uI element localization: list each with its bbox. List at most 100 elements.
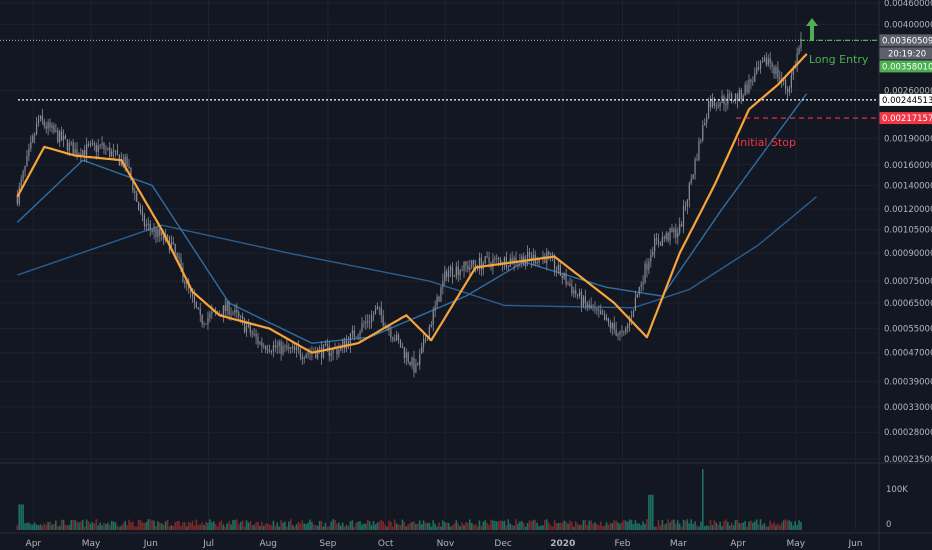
candle-body (555, 270, 558, 271)
month-label: Oct (378, 539, 394, 549)
candle-body (347, 341, 350, 346)
volume-bar (212, 521, 215, 530)
price-levels: 0.0036050920:19:200.003580100.002445130.… (0, 34, 932, 125)
candle-body (451, 267, 454, 277)
candle-body (22, 171, 24, 180)
volume-bar (141, 522, 144, 530)
volume-bar (293, 526, 296, 530)
time-axis[interactable]: Apr May Jun Jul Aug Sep Oct Nov Dec 2020 Feb Mar Apr… (26, 539, 863, 549)
candle-body (532, 254, 534, 261)
volume-bar (166, 519, 169, 530)
candle-body (752, 81, 754, 83)
candle-body (388, 327, 390, 330)
volume-bar (769, 520, 771, 530)
candle-body (282, 345, 284, 355)
annotations: Long Entry Initial Stop (737, 18, 869, 149)
candle-body (174, 243, 176, 254)
candle-body (686, 199, 688, 207)
month-label: Apr (730, 539, 746, 549)
candle-body (197, 307, 199, 310)
candle-body (355, 336, 357, 338)
candle-body (550, 254, 552, 256)
candle-body (16, 196, 18, 204)
candle-body (461, 270, 463, 272)
candle-body (602, 314, 604, 315)
volume-bar (557, 522, 560, 530)
volume-bar (603, 525, 606, 530)
volume-bar (761, 525, 764, 530)
candle-body (268, 350, 271, 352)
candle-body (467, 265, 469, 270)
month-label: Jun (847, 539, 862, 549)
volume-bar (210, 522, 213, 530)
month-label: Sep (319, 539, 336, 549)
candle-body (424, 339, 427, 341)
candle-body (228, 301, 230, 315)
price-axis[interactable]: 0.00460000 0.00400000 0.00260000 0.00190000… (878, 0, 932, 550)
candle-body (526, 252, 529, 261)
candle-body (153, 228, 155, 232)
volume-bar (773, 521, 775, 530)
volume-bar (336, 523, 338, 530)
volume-bar (440, 526, 442, 530)
candle-body (498, 257, 500, 260)
candle-body (528, 252, 531, 257)
volume-bar (133, 526, 136, 530)
volume-bar (569, 520, 571, 530)
candle-body (317, 348, 319, 358)
candle-body (20, 179, 22, 187)
candle-body (738, 89, 740, 101)
month-label: Dec (494, 539, 511, 549)
candle-body (422, 339, 425, 347)
volume-bar (216, 526, 219, 530)
volume-bar (399, 525, 402, 530)
candle-body (525, 260, 527, 266)
countdown-tag (879, 47, 932, 60)
candle-body (594, 308, 596, 310)
candle-body (654, 237, 656, 252)
candle-body (684, 206, 687, 207)
candle-body (696, 159, 698, 161)
volume-bar (424, 522, 427, 530)
volume-bar (657, 519, 660, 530)
candle-body (682, 206, 685, 227)
volume-bar (368, 521, 371, 530)
candle-body (284, 345, 286, 347)
fast-ema-line (16, 53, 808, 354)
volume-bar (97, 525, 99, 530)
volume-bar (436, 526, 438, 530)
volume-bar (328, 526, 331, 530)
candle-body (211, 311, 213, 314)
candle-body (126, 156, 128, 167)
candle-body (655, 237, 658, 240)
volume-bar (676, 520, 679, 530)
current-price-price-label: 0.00360509 (882, 36, 932, 46)
candle-body (249, 324, 251, 333)
candle-body (320, 347, 323, 358)
candle-body (725, 104, 727, 105)
candle-body (677, 232, 679, 238)
volume-bar (237, 524, 240, 530)
volume-bar (380, 519, 383, 530)
volume-bar (748, 521, 750, 530)
candle-body (553, 257, 556, 271)
volume-bar (632, 524, 635, 530)
volume-bar (578, 525, 581, 530)
volume-bar (330, 521, 332, 530)
volume-bar (482, 521, 485, 530)
volume-bar (775, 525, 777, 530)
volume-bar (51, 524, 53, 530)
candle-body (792, 67, 794, 75)
volume-bar (734, 520, 737, 530)
candle-body (234, 309, 236, 313)
candle-body (116, 150, 119, 155)
candle-body (607, 317, 610, 323)
volume-bar (519, 521, 521, 530)
volume-bar (184, 521, 186, 530)
volume-bar (320, 520, 323, 530)
candle-body (265, 345, 267, 350)
volume-bar (201, 522, 203, 530)
volume-bar (517, 523, 519, 530)
candle-body (457, 266, 459, 276)
